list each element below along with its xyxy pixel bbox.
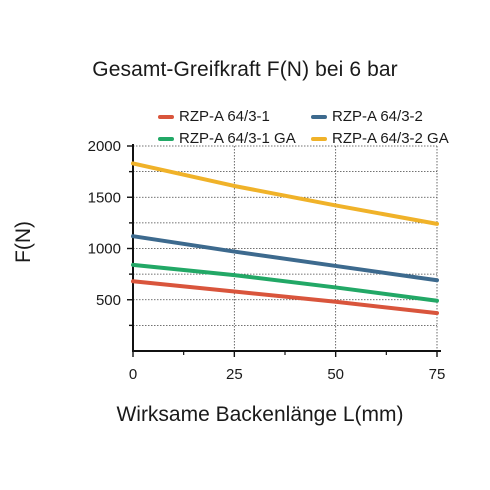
legend-swatch-series-2 — [311, 114, 327, 119]
x-tick-label: 50 — [327, 366, 344, 383]
legend-swatch-series-1 — [158, 114, 174, 119]
x-tick-label: 75 — [429, 366, 446, 383]
y-axis-label: F(N) — [12, 221, 35, 263]
series-line-3 — [131, 262, 439, 303]
y-tick-label: 2000 — [88, 138, 121, 155]
legend-swatch-series-4 — [311, 136, 327, 141]
x-tick-label: 25 — [226, 366, 243, 383]
legend-item-series-4: RZP-A 64/3-2 GA — [311, 130, 449, 147]
axes — [127, 144, 441, 357]
tick-labels: 500 1000 1500 2000 0 25 50 75 — [88, 138, 446, 383]
legend-item-series-1: RZP-A 64/3-1 — [158, 108, 270, 125]
y-tick-label: 1000 — [88, 241, 121, 258]
legend-label-series-3: RZP-A 64/3-1 GA — [179, 130, 296, 147]
x-tick-label: 0 — [129, 366, 137, 383]
series-line-2 — [131, 234, 439, 283]
y-tick-label: 1500 — [88, 189, 121, 206]
legend-label-series-4: RZP-A 64/3-2 GA — [332, 130, 449, 147]
chart-title: Gesamt-Greifkraft F(N) bei 6 bar — [92, 58, 398, 81]
grid — [133, 145, 438, 351]
x-axis-label: Wirksame Backenlänge L(mm) — [116, 403, 404, 426]
series-lines — [131, 161, 439, 316]
legend-item-series-2: RZP-A 64/3-2 — [311, 108, 423, 125]
legend-item-series-3: RZP-A 64/3-1 GA — [158, 130, 296, 147]
series-line-1 — [131, 279, 439, 316]
legend-label-series-2: RZP-A 64/3-2 — [332, 108, 423, 125]
legend-swatch-series-3 — [158, 136, 174, 141]
legend-label-series-1: RZP-A 64/3-1 — [179, 108, 270, 125]
series-line-4 — [131, 161, 439, 226]
y-tick-label: 500 — [96, 292, 121, 309]
